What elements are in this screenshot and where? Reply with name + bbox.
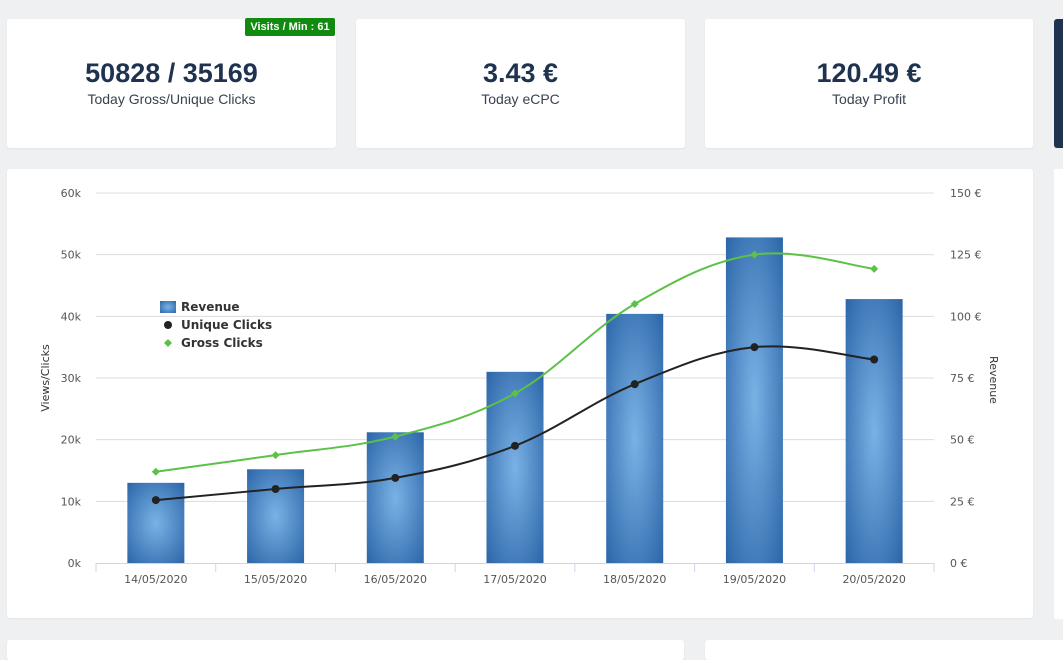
y-right-tick-label: 75 € xyxy=(950,372,975,385)
stat-value-ecpc: 3.43 € xyxy=(482,58,559,88)
revenue-bar xyxy=(127,482,185,563)
unique-clicks-point xyxy=(391,473,400,482)
y-left-tick-label: 30k xyxy=(61,372,82,385)
x-tick-label: 19/05/2020 xyxy=(723,573,786,586)
gross-clicks-point xyxy=(630,300,639,308)
stat-label-clicks: Today Gross/Unique Clicks xyxy=(87,91,256,107)
unique-clicks-point xyxy=(511,441,519,450)
gross-clicks-point xyxy=(750,250,759,259)
revenue-bar xyxy=(606,313,664,563)
y-right-tick-label: 25 € xyxy=(950,495,975,508)
y-left-axis-title: Views/Clicks xyxy=(39,344,52,412)
gross-clicks-point xyxy=(391,432,400,441)
legend-label: Revenue xyxy=(181,300,240,314)
legend-unique-clicks-swatch xyxy=(164,321,172,329)
x-tick-label: 14/05/2020 xyxy=(124,573,187,586)
y-right-tick-label: 150 € xyxy=(950,187,982,200)
revenue-bars xyxy=(127,237,903,563)
y-right-tick-label: 50 € xyxy=(950,434,975,447)
revenue-bar xyxy=(247,469,305,563)
y-right-tick-label: 0 € xyxy=(950,557,968,570)
gross-clicks-point xyxy=(511,389,519,398)
x-tick-label: 17/05/2020 xyxy=(483,573,546,586)
legend-label: Gross Clicks xyxy=(181,336,263,350)
y-left-tick-label: 20k xyxy=(61,434,82,447)
stat-value-profit: 120.49 € xyxy=(816,58,922,88)
unique-clicks-point xyxy=(271,485,280,493)
y-left-tick-label: 40k xyxy=(61,310,82,323)
click-lines xyxy=(151,250,879,505)
axis-labels: 0k 0 € 10k 25 € 20k 50 € 30k 75 € 40k 100 € 50k 125… xyxy=(39,187,1000,586)
legend-gross-clicks-swatch xyxy=(164,339,172,347)
unique-clicks-point xyxy=(151,496,160,505)
y-left-tick-label: 50k xyxy=(61,249,82,262)
revenue-bar xyxy=(366,432,424,563)
legend: Revenue Unique Clicks Gross Clicks xyxy=(160,300,272,350)
y-left-tick-label: 10k xyxy=(61,495,82,508)
stat-label-profit: Today Profit xyxy=(832,91,906,107)
y-left-tick-label: 60k xyxy=(61,187,82,200)
bottom-card-left xyxy=(7,640,684,660)
legend-revenue-swatch xyxy=(160,301,176,313)
gross-clicks-point xyxy=(271,451,280,460)
y-left-tick-label: 0k xyxy=(68,557,82,570)
next-stat-card-edge xyxy=(1054,19,1063,148)
x-tick-label: 18/05/2020 xyxy=(603,573,666,586)
y-right-tick-label: 125 € xyxy=(950,249,982,262)
gross-clicks-point xyxy=(151,467,160,476)
stat-value-clicks: 50828 / 35169 xyxy=(85,58,258,88)
gross-clicks-point xyxy=(870,264,879,273)
chart-card: 0k 0 € 10k 25 € 20k 50 € 30k 75 € 40k 100 € 50k 125… xyxy=(7,169,1033,618)
unique-clicks-point xyxy=(750,343,759,352)
visits-per-minute-badge: Visits / Min : 61 xyxy=(245,18,335,36)
legend-label: Unique Clicks xyxy=(181,318,272,332)
unique-clicks-point xyxy=(630,380,639,389)
next-chart-card-edge xyxy=(1054,169,1063,619)
stat-card-clicks: 50828 / 35169 Today Gross/Unique Clicks xyxy=(7,19,336,148)
x-tick-label: 16/05/2020 xyxy=(364,573,427,586)
revenue-bar xyxy=(486,371,544,563)
stat-card-profit: 120.49 € Today Profit xyxy=(705,19,1033,148)
revenue-bar xyxy=(845,299,903,563)
y-right-axis-title: Revenue xyxy=(987,356,1000,404)
stat-card-ecpc: 3.43 € Today eCPC xyxy=(356,19,685,148)
axes xyxy=(95,563,935,572)
x-tick-label: 15/05/2020 xyxy=(244,573,307,586)
y-right-tick-label: 100 € xyxy=(950,310,982,323)
stat-label-ecpc: Today eCPC xyxy=(481,91,560,107)
x-tick-label: 20/05/2020 xyxy=(842,573,905,586)
bottom-card-right xyxy=(705,640,1063,660)
unique-clicks-point xyxy=(870,355,879,364)
revenue-clicks-chart: 0k 0 € 10k 25 € 20k 50 € 30k 75 € 40k 100 € 50k 125… xyxy=(39,187,1000,586)
revenue-bar xyxy=(725,237,783,563)
